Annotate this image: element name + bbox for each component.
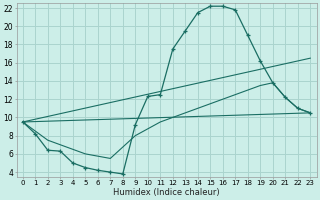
X-axis label: Humidex (Indice chaleur): Humidex (Indice chaleur) (113, 188, 220, 197)
